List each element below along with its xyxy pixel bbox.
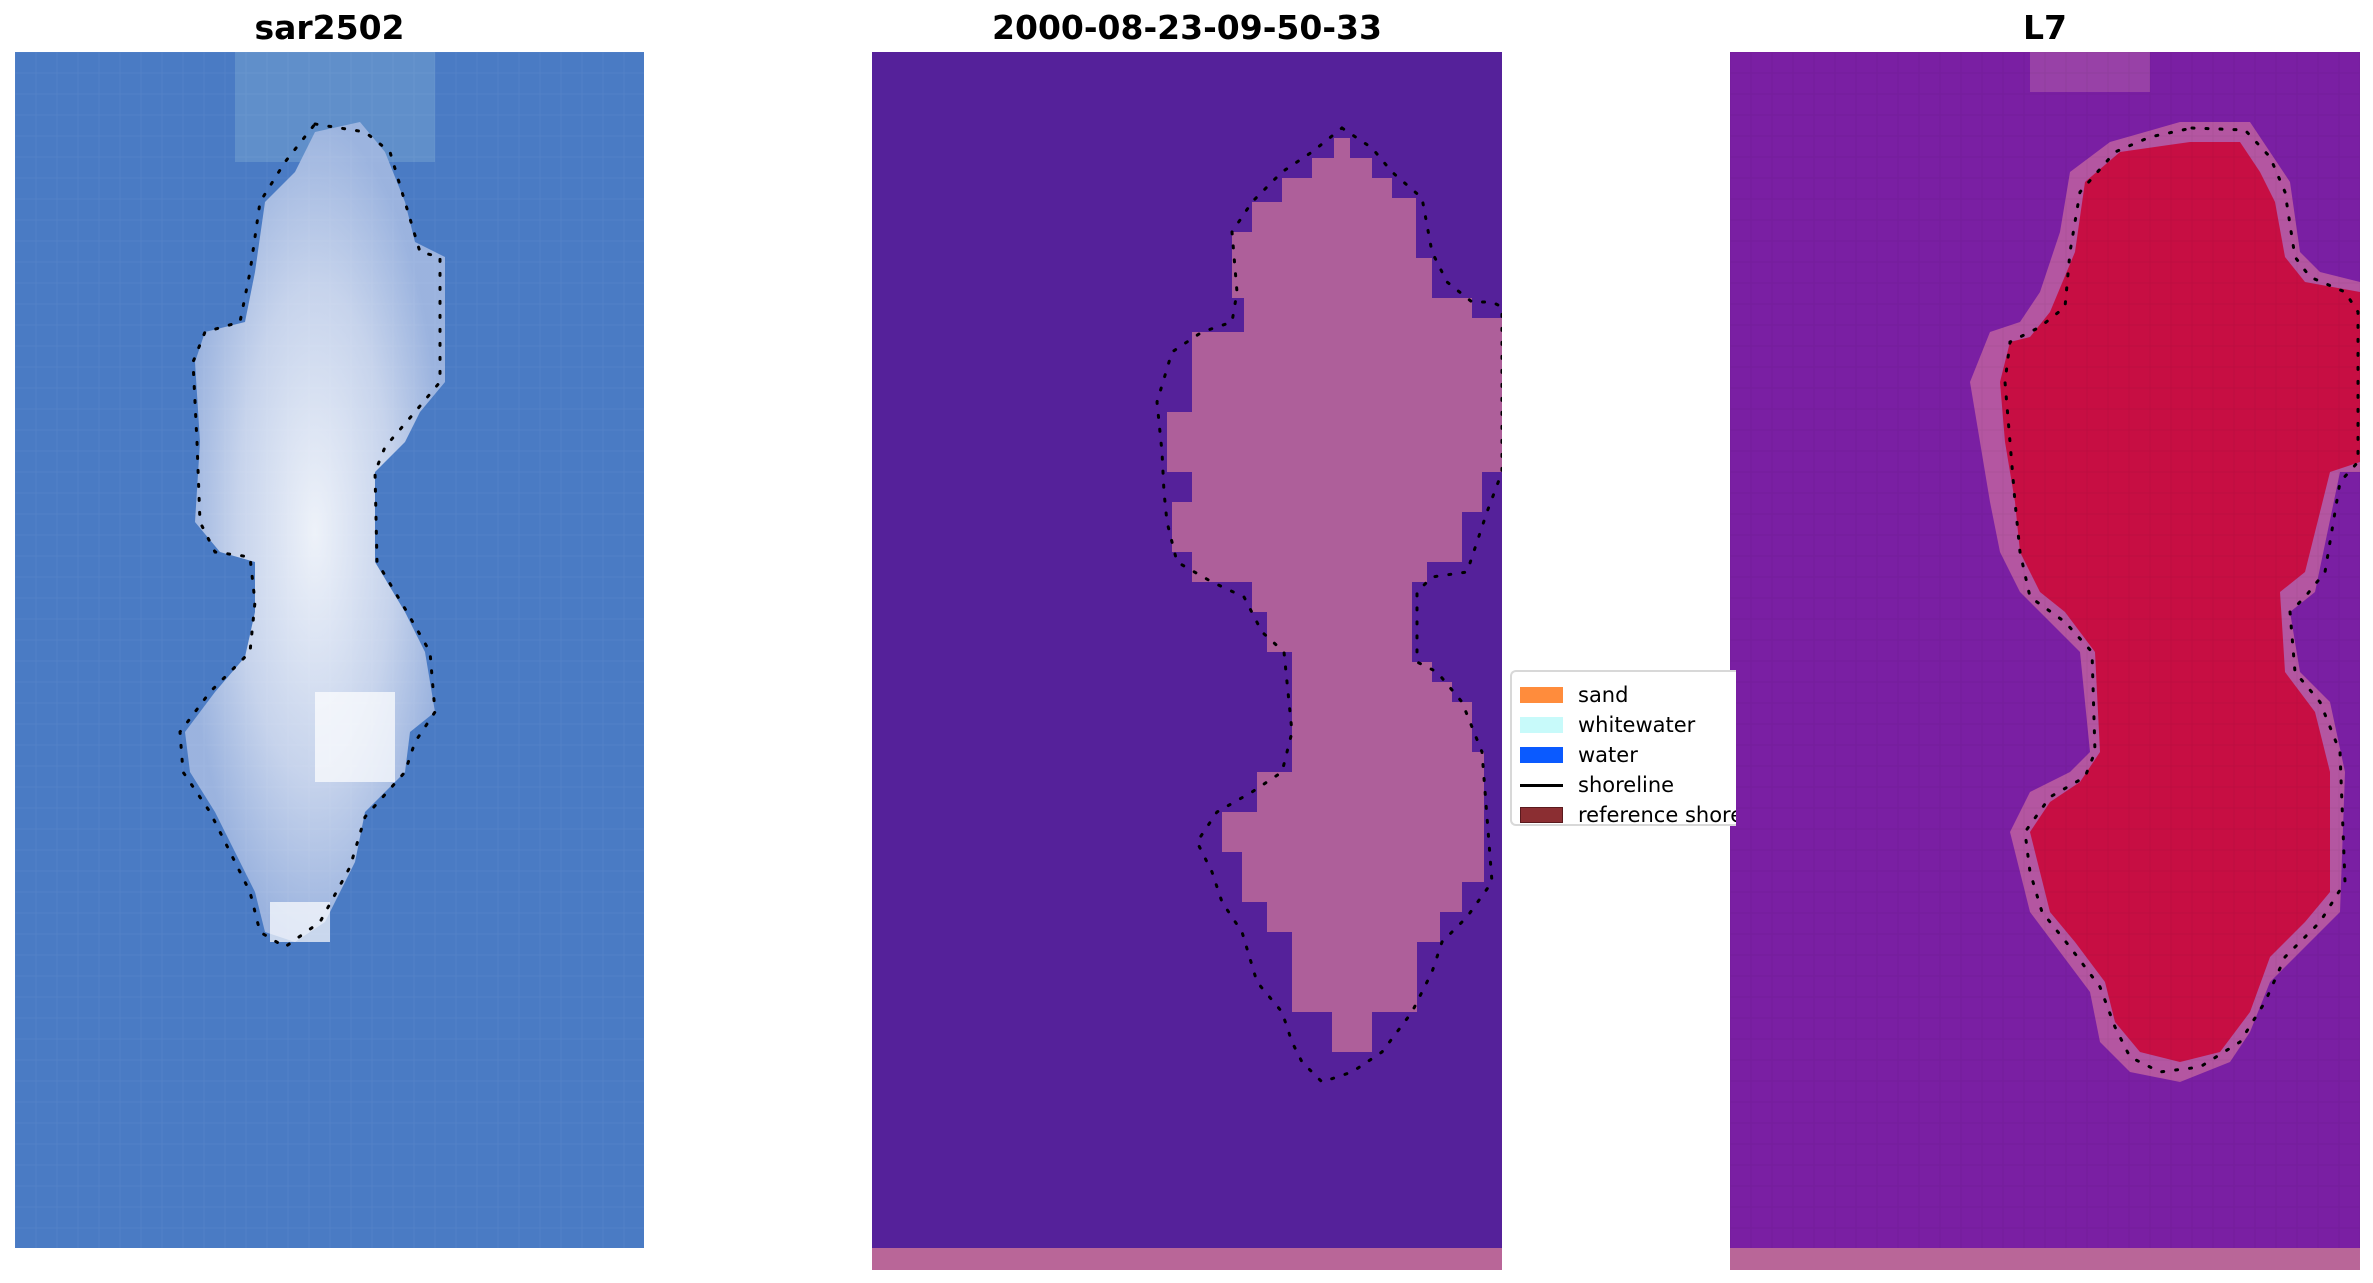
legend-item-shoreline: shoreline: [1512, 770, 1736, 800]
classified-land-shape: [1167, 138, 1502, 1052]
mndwi-shoreline-dots: [2003, 126, 2360, 1074]
legend-swatch-whitewater: [1520, 717, 1563, 733]
legend-swatch-reference-shoreline: [1520, 807, 1563, 823]
legend: sand whitewater water shoreline referenc…: [1510, 670, 1736, 826]
legend-label-sand: sand: [1578, 683, 1629, 707]
legend-swatch-sand: [1520, 687, 1563, 703]
legend-label-water: water: [1578, 743, 1638, 767]
legend-label-whitewater: whitewater: [1578, 713, 1696, 737]
panel-title-classified: 2000-08-23-09-50-33: [992, 8, 1382, 47]
rgb-image-panel: [15, 52, 644, 1248]
panel-title-rgb: sar2502: [254, 8, 405, 47]
legend-label-shoreline: shoreline: [1578, 773, 1675, 797]
legend-swatch-shoreline: [1520, 783, 1563, 787]
panel-title-mndwi: L7: [2023, 8, 2067, 47]
classified-image-panel: [872, 52, 1502, 1270]
legend-swatch-water: [1520, 747, 1563, 763]
reference-shoreline-dots: [178, 122, 442, 949]
legend-item-sand: sand: [1512, 680, 1736, 710]
legend-label-reference-shoreline: reference shoreline: [1578, 803, 1736, 826]
legend-item-water: water: [1512, 740, 1736, 770]
mndwi-image-panel: [1730, 52, 2360, 1270]
legend-item-whitewater: whitewater: [1512, 710, 1736, 740]
legend-item-reference-shoreline: reference shoreline: [1512, 800, 1736, 826]
mndwi-image: [1730, 52, 2360, 1270]
rgb-image: [15, 52, 644, 1248]
classified-image: [872, 52, 1502, 1270]
